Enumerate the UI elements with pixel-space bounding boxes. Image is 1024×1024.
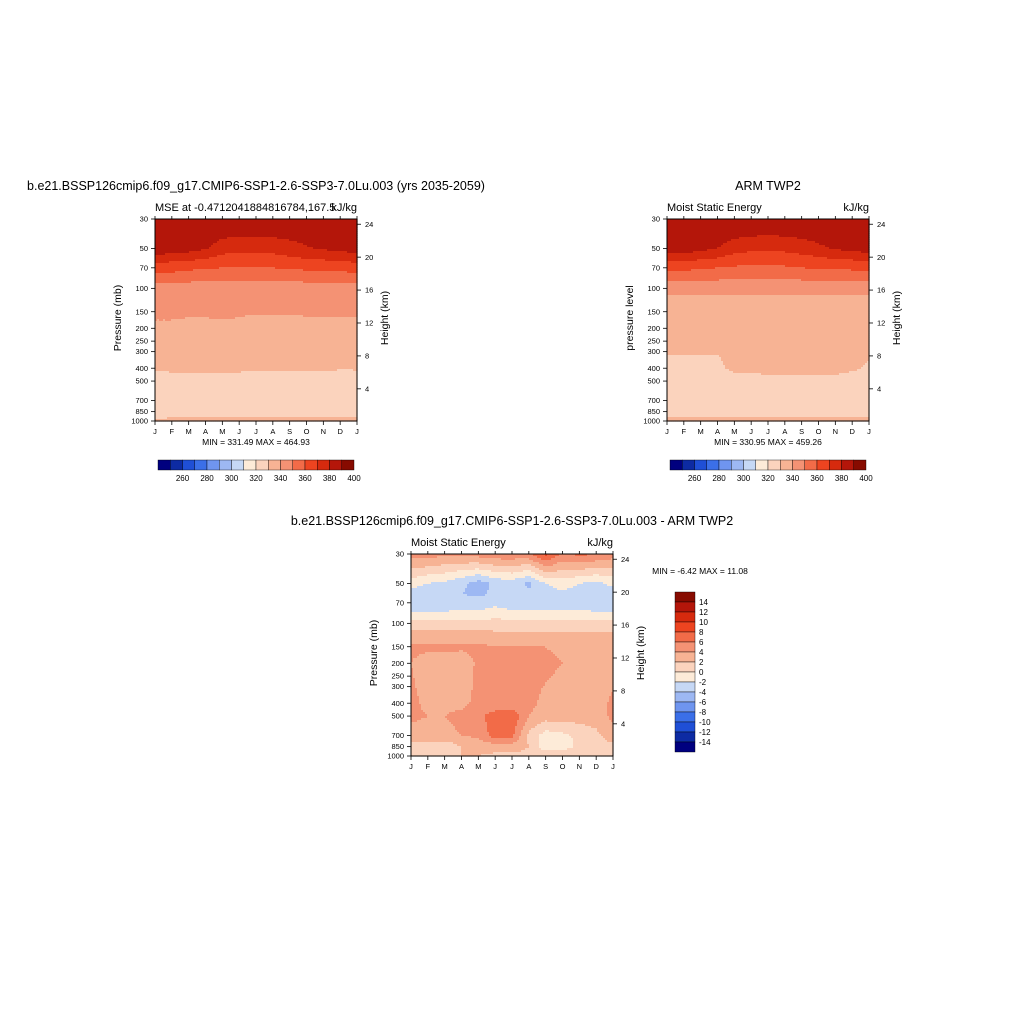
panel-subtitle-right: kJ/kg <box>331 202 357 214</box>
panel-subtitle-left: MSE at -0.4712041884816784,167.5 <box>155 202 335 214</box>
contour-plot: J F M A M J J A S O N D J305070100150200250300400500… <box>131 215 373 436</box>
panel-title: b.e21.BSSP126cmip6.f09_g17.CMIP6-SSP1-2.… <box>27 179 485 193</box>
panel-model-mse: b.e21.BSSP126cmip6.f09_g17.CMIP6-SSP1-2.… <box>27 179 485 483</box>
